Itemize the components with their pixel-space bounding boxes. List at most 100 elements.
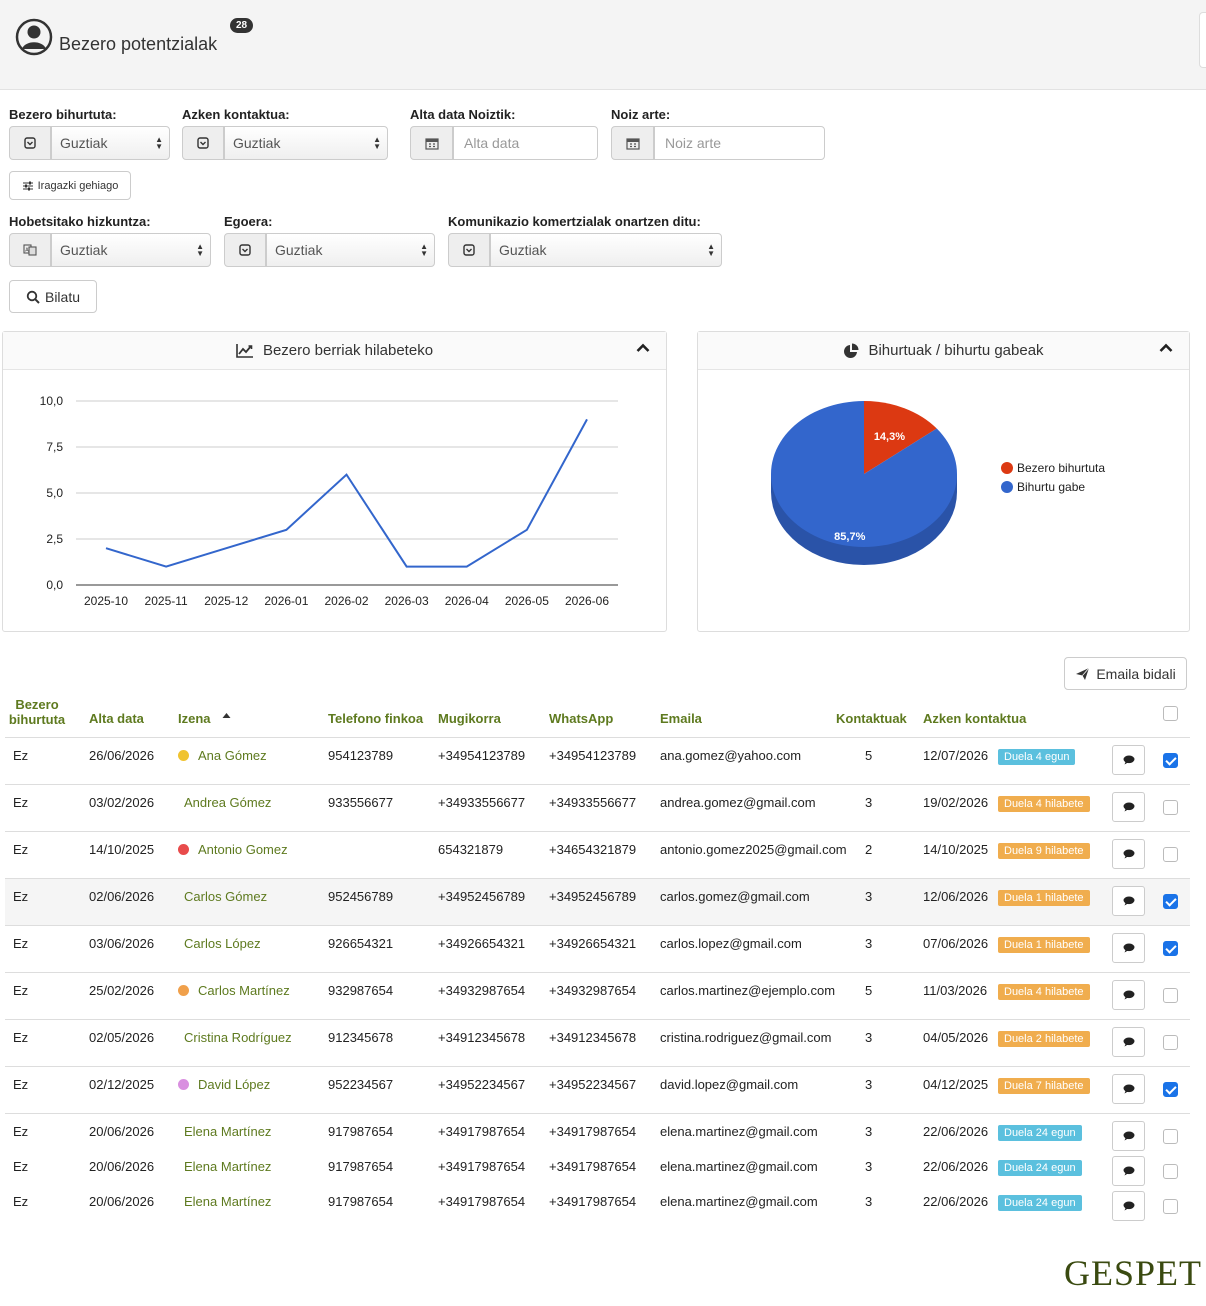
client-name-link[interactable]: Carlos Martínez <box>198 983 290 998</box>
filter-icon <box>9 126 51 160</box>
table-row[interactable] <box>5 784 1190 831</box>
comment-icon <box>1123 896 1134 906</box>
comment-button[interactable] <box>1112 1074 1145 1104</box>
email-cell: ana.gomez@yahoo.com <box>660 748 802 763</box>
comment-button[interactable] <box>1112 839 1145 869</box>
client-name-link[interactable]: Elena Martínez <box>184 1124 272 1139</box>
chevron-up-icon[interactable] <box>636 343 650 353</box>
client-name-link[interactable]: Ana Gómez <box>198 748 267 763</box>
new-clients-chart-panel: Bezero berriak hilabeteko 10,0 7,5 5,0 2,5 0… <box>2 331 667 632</box>
select-arrows-icon: ▲ ▼ <box>373 135 381 151</box>
row-checkbox[interactable] <box>1163 1199 1178 1214</box>
mobile-cell: +34952456789 <box>438 889 526 904</box>
col-mobile[interactable]: Mugikorra <box>438 711 501 726</box>
chevron-up-icon[interactable] <box>1159 343 1173 353</box>
last-contact-filter-label: Azken kontaktua: <box>182 107 290 122</box>
table-row[interactable] <box>5 1019 1190 1066</box>
date-from-input[interactable]: Alta data <box>453 126 598 160</box>
table-row[interactable] <box>5 1113 1190 1150</box>
whatsapp-cell: +34926654321 <box>549 936 637 951</box>
converted-filter-label: Bezero bihurtuta: <box>9 107 117 122</box>
comms-select[interactable]: Guztiak ▲ ▼ <box>490 233 722 267</box>
comment-button[interactable] <box>1112 1156 1145 1186</box>
more-filters-button[interactable]: Iragazki gehiago <box>9 171 131 200</box>
row-checkbox[interactable] <box>1163 800 1178 815</box>
table-row[interactable] <box>5 737 1190 784</box>
comment-icon <box>1123 990 1134 1000</box>
client-name-link[interactable]: Elena Martínez <box>184 1194 272 1209</box>
col-converted-line1: Bezero <box>15 697 59 712</box>
date-to-input[interactable]: Noiz arte <box>654 126 825 160</box>
client-name-link[interactable]: Carlos López <box>184 936 261 951</box>
row-checkbox[interactable] <box>1163 894 1178 909</box>
col-converted[interactable]: Bezero bihurtuta <box>7 697 67 727</box>
row-checkbox[interactable] <box>1163 1035 1178 1050</box>
client-name-link[interactable]: Antonio Gomez <box>198 842 288 857</box>
client-name-link[interactable]: Elena Martínez <box>184 1159 272 1174</box>
row-checkbox[interactable] <box>1163 753 1178 768</box>
date-cell: 02/06/2026 <box>89 889 155 904</box>
table-row[interactable] <box>5 1066 1190 1113</box>
client-name-link[interactable]: Andrea Gómez <box>184 795 272 810</box>
language-select[interactable]: Guztiak ▲ ▼ <box>51 233 211 267</box>
y-tick-label: 7,5 <box>46 440 63 454</box>
col-email[interactable]: Emaila <box>660 711 702 726</box>
comment-button[interactable] <box>1112 1121 1145 1151</box>
comment-button[interactable] <box>1112 933 1145 963</box>
time-ago-badge: Duela 1 hilabete <box>998 890 1090 906</box>
row-checkbox[interactable] <box>1163 941 1178 956</box>
table-row[interactable] <box>5 831 1190 878</box>
comment-button[interactable] <box>1112 745 1145 775</box>
email-cell: cristina.rodriguez@gmail.com <box>660 1030 832 1045</box>
time-ago-badge: Duela 4 hilabete <box>998 796 1090 812</box>
col-contacts[interactable]: Kontaktuak <box>836 711 907 726</box>
select-all-checkbox[interactable] <box>1163 706 1178 721</box>
converted-select[interactable]: Guztiak ▲ ▼ <box>51 126 170 160</box>
row-checkbox[interactable] <box>1163 1082 1178 1097</box>
email-cell: elena.martinez@gmail.com <box>660 1124 818 1139</box>
send-email-button[interactable]: Emaila bidali <box>1064 657 1187 690</box>
side-panel-edge[interactable] <box>1199 12 1206 68</box>
date-cell: 03/02/2026 <box>89 795 155 810</box>
converted-cell: Ez <box>13 1124 29 1139</box>
last-contact-cell: 12/06/2026 <box>923 889 989 904</box>
phone-cell: 912345678 <box>328 1030 394 1045</box>
col-name[interactable]: Izena <box>178 711 211 726</box>
last-contact-select[interactable]: Guztiak ▲ ▼ <box>224 126 388 160</box>
time-ago-badge: Duela 1 hilabete <box>998 937 1090 953</box>
col-phone[interactable]: Telefono finkoa <box>328 711 424 726</box>
status-dot-icon <box>178 844 189 855</box>
y-tick-label: 0,0 <box>46 578 63 592</box>
col-whatsapp[interactable]: WhatsApp <box>549 711 614 726</box>
col-last-contact[interactable]: Azken kontaktua <box>923 711 1027 726</box>
table-row[interactable] <box>5 925 1190 972</box>
whatsapp-cell: +34952456789 <box>549 889 637 904</box>
client-name-link[interactable]: Cristina Rodríguez <box>184 1030 292 1045</box>
email-cell: carlos.lopez@gmail.com <box>660 936 802 951</box>
comment-button[interactable] <box>1112 1027 1145 1057</box>
sort-asc-icon[interactable] <box>222 712 231 719</box>
status-dot-icon <box>178 985 189 996</box>
row-checkbox[interactable] <box>1163 1129 1178 1144</box>
select-arrows-icon: ▲ ▼ <box>707 242 715 258</box>
comment-button[interactable] <box>1112 980 1145 1010</box>
comment-button[interactable] <box>1112 792 1145 822</box>
table-row[interactable] <box>5 878 1190 925</box>
select-arrows-icon: ▲ ▼ <box>420 242 428 258</box>
client-name-link[interactable]: Carlos Gómez <box>184 889 268 904</box>
comment-icon <box>1123 755 1134 765</box>
row-checkbox[interactable] <box>1163 1164 1178 1179</box>
comment-button[interactable] <box>1112 1191 1145 1221</box>
contacts-cell: 3 <box>865 889 873 904</box>
table-row[interactable] <box>5 972 1190 1019</box>
comment-button[interactable] <box>1112 886 1145 916</box>
status-select[interactable]: Guztiak ▲ ▼ <box>266 233 435 267</box>
client-name-link[interactable]: David López <box>198 1077 271 1092</box>
col-date[interactable]: Alta data <box>89 711 144 726</box>
row-checkbox[interactable] <box>1163 847 1178 862</box>
row-checkbox[interactable] <box>1163 988 1178 1003</box>
search-button[interactable]: Bilatu <box>9 280 97 313</box>
pie-chart: 14,3% 85,7% Bezero bihurtuta Bihurtu gabe <box>771 401 1105 565</box>
time-ago-badge: Duela 9 hilabete <box>998 843 1090 859</box>
contacts-cell: 3 <box>865 1124 873 1139</box>
